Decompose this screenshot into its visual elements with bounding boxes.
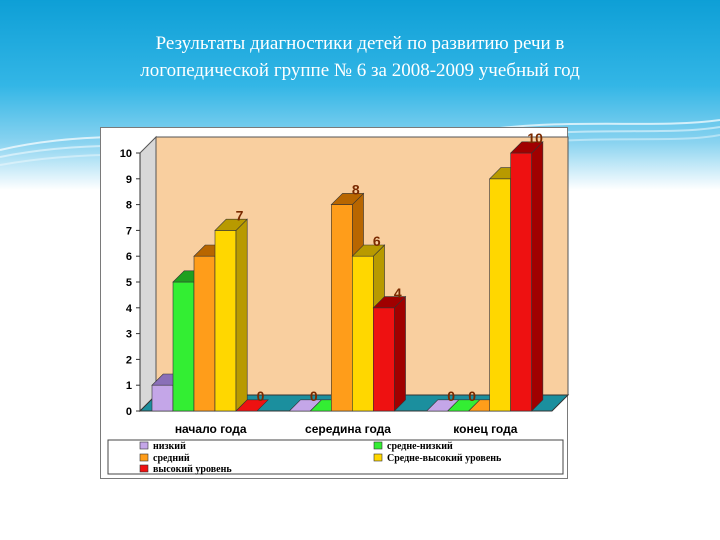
- slide-title: Результаты диагностики детей по развитию…: [60, 30, 660, 84]
- legend-label: средне-низкий: [387, 441, 453, 452]
- bar-top: [330, 193, 365, 205]
- y-tick-label: 3: [126, 329, 132, 341]
- y-tick-label: 4: [126, 303, 133, 315]
- y-tick-label: 1: [126, 380, 132, 392]
- legend-swatch: [373, 441, 383, 450]
- bar-top: [351, 244, 386, 257]
- bar-top: [509, 141, 544, 154]
- legend-swatch: [139, 453, 149, 462]
- y-tick-label: 8: [126, 200, 132, 212]
- bar-top: [214, 218, 248, 231]
- y-tick-label: 9: [126, 174, 132, 186]
- y-tick-label: 7: [126, 225, 132, 237]
- y-tick-label: 5: [126, 277, 132, 289]
- data-label: 10: [527, 130, 543, 146]
- title-line-1: Результаты диагностики детей по развитию…: [155, 33, 565, 54]
- data-label: 4: [394, 285, 402, 301]
- legend-label: низкий: [153, 441, 186, 452]
- x-category-label: конец года: [453, 422, 517, 436]
- bar-3-2: [489, 178, 511, 412]
- legend-box: [107, 439, 564, 475]
- legend-swatch: [139, 441, 149, 450]
- data-label: 0: [447, 388, 455, 404]
- bar-4-2: [510, 152, 532, 412]
- bar-side: [235, 218, 248, 412]
- bar-side: [394, 295, 406, 412]
- bar-4-1: [373, 307, 395, 412]
- y-tick-label: 10: [120, 148, 132, 160]
- plot-side-wall: [139, 135, 157, 413]
- legend-swatch: [373, 453, 383, 462]
- legend-swatch: [139, 464, 149, 473]
- bar-3-1: [352, 255, 374, 412]
- x-category-label: начало года: [175, 422, 247, 436]
- bar-3-0: [214, 230, 237, 412]
- bar-4-0: [235, 399, 269, 412]
- data-label: 0: [468, 388, 476, 404]
- bar-1-0: [172, 281, 195, 412]
- bar-side: [531, 141, 544, 412]
- legend-label: высокий уровень: [153, 464, 232, 475]
- data-label: 0: [310, 388, 318, 404]
- bar-top: [372, 296, 407, 309]
- bar-2-0: [193, 255, 216, 412]
- data-label: 0: [257, 388, 265, 404]
- legend-label: средний: [153, 453, 190, 464]
- legend-label: Средне-высокий уровень: [387, 453, 502, 464]
- data-label: 8: [352, 182, 360, 198]
- bar-0-0: [151, 384, 174, 412]
- x-category-label: середина года: [305, 422, 391, 436]
- y-tick-label: 6: [126, 251, 132, 263]
- y-tick-label: 2: [126, 354, 132, 366]
- data-label: 6: [373, 233, 381, 249]
- title-line-2: логопедической группе № 6 за 2008-2009 у…: [140, 60, 580, 81]
- y-tick-label: 0: [126, 406, 132, 418]
- bar-2-1: [331, 204, 353, 412]
- data-label: 7: [236, 207, 244, 223]
